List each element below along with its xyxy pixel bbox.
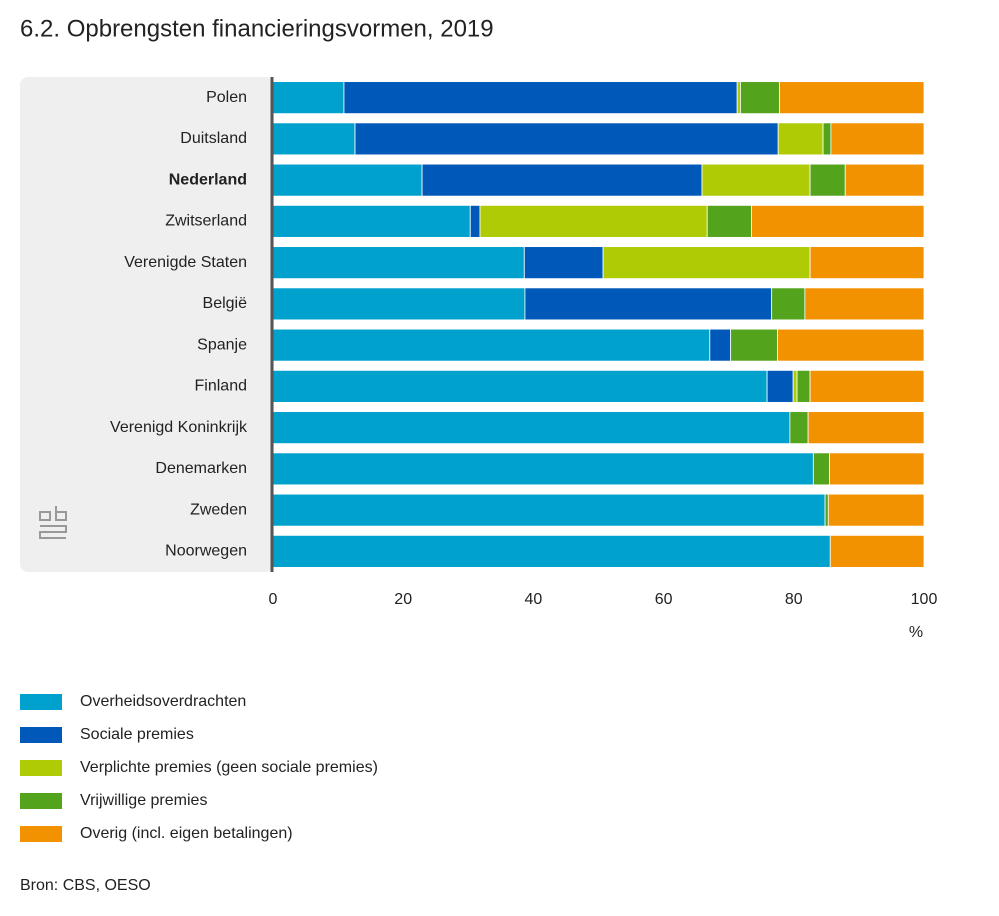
bar-segment <box>272 369 768 403</box>
bar-segment <box>730 328 778 362</box>
bar-segment <box>421 163 703 197</box>
bar-segment <box>469 204 481 238</box>
bar-segment <box>779 81 925 115</box>
bar-segment <box>272 452 814 486</box>
bar-segment <box>706 204 752 238</box>
bar-segment <box>812 452 831 486</box>
bar-segment <box>827 493 925 527</box>
bar-segment <box>272 81 345 115</box>
bar-segment <box>789 411 809 445</box>
bar-segment <box>354 122 779 156</box>
y-tick-label: Finland <box>195 378 247 395</box>
bar-segment <box>524 287 773 321</box>
bar-segment <box>272 493 826 527</box>
y-tick-label: Zwitserland <box>165 213 247 230</box>
bar-segment <box>272 204 471 238</box>
legend-swatch <box>20 760 62 776</box>
x-tick-label: 0 <box>269 591 278 608</box>
bar-segment <box>822 122 832 156</box>
y-tick-label: Denemarken <box>155 460 247 477</box>
legend-label: Verplichte premies (geen sociale premies… <box>80 759 378 776</box>
cbs-logo <box>39 506 67 539</box>
bar-segment <box>272 534 831 568</box>
chart-title: 6.2. Opbrengsten financieringsvormen, 20… <box>20 15 494 42</box>
legend-swatch <box>20 826 62 842</box>
bar-segment <box>829 452 925 486</box>
legend-swatch <box>20 727 62 743</box>
bar-segment <box>809 369 925 403</box>
bar-segment <box>809 246 925 280</box>
bar-segment <box>343 81 738 115</box>
bar-segment <box>751 204 925 238</box>
bar-segment <box>804 287 925 321</box>
y-tick-label: Nederland <box>169 171 247 188</box>
x-axis-label: % <box>909 624 923 641</box>
bar-segment <box>830 122 925 156</box>
bar-segment <box>272 411 791 445</box>
y-tick-label: Verenigd Koninkrijk <box>110 419 248 436</box>
bar-segment <box>272 246 525 280</box>
bar-segment <box>809 163 846 197</box>
bar-segment <box>771 287 806 321</box>
y-tick-label: Duitsland <box>180 130 247 147</box>
y-tick-label: Verenigde Staten <box>124 254 247 271</box>
legend-label: Overheidsoverdrachten <box>80 693 246 710</box>
bar-segment <box>844 163 925 197</box>
y-tick-label: België <box>203 295 248 312</box>
legend-label: Sociale premies <box>80 726 194 743</box>
bar-segment <box>807 411 925 445</box>
bar-segment <box>272 122 356 156</box>
bar-segment <box>272 163 423 197</box>
bar-segment <box>792 369 798 403</box>
y-tick-label: Noorwegen <box>165 543 247 560</box>
source: Bron: CBS, OESO <box>20 877 151 894</box>
legend-label: Vrijwillige premies <box>80 792 207 809</box>
bar-segment <box>479 204 708 238</box>
bar-segment <box>523 246 604 280</box>
y-tick-label: Zweden <box>190 501 247 518</box>
bar-segment <box>602 246 811 280</box>
x-tick-label: 80 <box>785 591 803 608</box>
bar-segment <box>709 328 732 362</box>
x-tick-label: 60 <box>655 591 673 608</box>
bar-segment <box>272 287 526 321</box>
bar-segment <box>777 328 925 362</box>
bar-segment <box>829 534 925 568</box>
bar-segment <box>777 122 824 156</box>
x-tick-label: 100 <box>911 591 938 608</box>
y-tick-label: Polen <box>206 89 247 106</box>
bar-segment <box>272 328 711 362</box>
legend-swatch <box>20 694 62 710</box>
legend-label: Overig (incl. eigen betalingen) <box>80 825 293 842</box>
bar-segment <box>766 369 794 403</box>
bar-segment <box>740 81 780 115</box>
legend-swatch <box>20 793 62 809</box>
x-tick-label: 20 <box>394 591 412 608</box>
label-panel <box>20 77 274 572</box>
x-tick-label: 40 <box>525 591 543 608</box>
y-tick-label: Spanje <box>197 336 247 353</box>
bar-segment <box>824 493 829 527</box>
bar-segment <box>796 369 811 403</box>
bar-segment <box>701 163 811 197</box>
bar-segment <box>736 81 741 115</box>
